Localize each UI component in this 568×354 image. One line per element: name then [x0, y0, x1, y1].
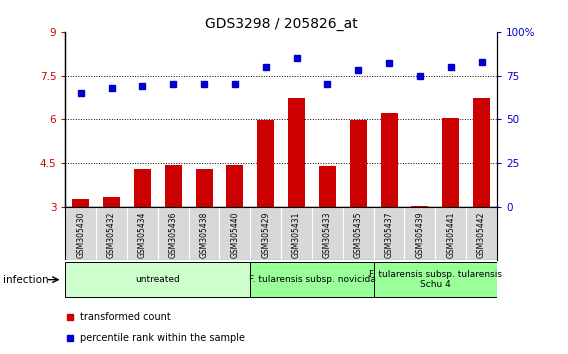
Bar — [288, 98, 305, 207]
Text: F. tularensis subsp. novicida: F. tularensis subsp. novicida — [249, 275, 375, 284]
Bar — [134, 169, 151, 207]
Bar — [65, 262, 250, 297]
Bar — [227, 165, 243, 207]
Title: GDS3298 / 205826_at: GDS3298 / 205826_at — [205, 17, 357, 31]
Text: GSM305430: GSM305430 — [76, 211, 85, 258]
Bar — [257, 120, 274, 207]
Text: untreated: untreated — [135, 275, 180, 284]
Text: percentile rank within the sample: percentile rank within the sample — [81, 332, 245, 343]
Text: GSM305429: GSM305429 — [261, 211, 270, 258]
Text: GSM305441: GSM305441 — [446, 211, 455, 258]
Text: GSM305431: GSM305431 — [292, 211, 301, 258]
Text: transformed count: transformed count — [81, 312, 171, 322]
Bar — [411, 206, 428, 207]
Bar — [72, 199, 89, 207]
Text: GSM305432: GSM305432 — [107, 211, 116, 258]
Bar — [350, 120, 367, 207]
Bar — [195, 169, 212, 207]
Bar — [473, 98, 490, 207]
Text: GSM305434: GSM305434 — [138, 211, 147, 258]
Bar — [103, 198, 120, 207]
Bar — [374, 262, 497, 297]
Bar — [250, 262, 374, 297]
Text: GSM305435: GSM305435 — [354, 211, 363, 258]
Bar — [165, 165, 182, 207]
Bar — [442, 118, 459, 207]
Text: GSM305436: GSM305436 — [169, 211, 178, 258]
Text: GSM305439: GSM305439 — [415, 211, 424, 258]
Bar — [381, 113, 398, 207]
Text: GSM305442: GSM305442 — [477, 211, 486, 258]
Text: GSM305433: GSM305433 — [323, 211, 332, 258]
Text: GSM305440: GSM305440 — [231, 211, 239, 258]
Text: infection: infection — [3, 275, 48, 285]
Bar — [319, 166, 336, 207]
Text: GSM305437: GSM305437 — [385, 211, 394, 258]
Text: F. tularensis subsp. tularensis
Schu 4: F. tularensis subsp. tularensis Schu 4 — [369, 270, 502, 289]
Text: GSM305438: GSM305438 — [199, 211, 208, 258]
